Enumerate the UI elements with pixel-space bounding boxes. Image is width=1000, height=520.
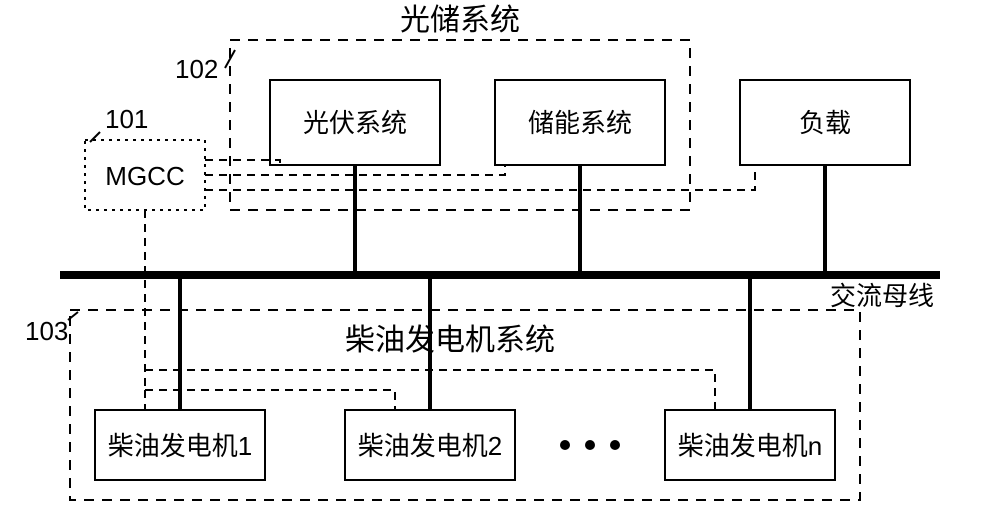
gen1-label: 柴油发电机1 [108,431,252,461]
ctrl-mgcc-gen2 [145,390,395,410]
ac-bus-label: 交流母线 [830,281,934,311]
load-label: 负载 [799,108,851,138]
ref-101-label: 101 [105,104,148,134]
pv-system-label: 光伏系统 [303,108,407,138]
pv-storage-group-title: 光储系统 [400,4,520,37]
ref-103-label: 103 [25,316,68,346]
ellipsis-icon [560,440,620,450]
ctrl-mgcc-load [205,165,755,190]
ctrl-mgcc-pv [205,160,280,165]
genN-label: 柴油发电机n [678,431,822,461]
storage-system-label: 储能系统 [528,108,632,138]
diesel-group-title: 柴油发电机系统 [345,324,555,357]
mgcc-label: MGCC [105,161,184,191]
microgrid-diagram: 光储系统 102 光伏系统 储能系统 负载 MGCC 101 交流母线 柴油发电… [0,0,1000,520]
gen2-label: 柴油发电机2 [358,431,502,461]
ref-102-label: 102 [175,54,218,84]
